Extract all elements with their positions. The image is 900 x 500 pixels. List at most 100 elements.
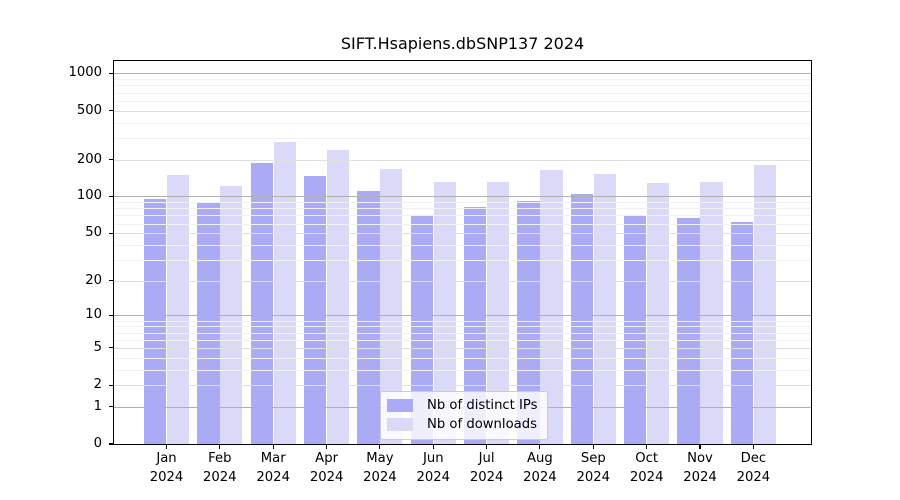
y-tick-100	[109, 195, 114, 197]
bar-nb-of-distinct-ips-feb	[197, 202, 220, 444]
plot-area: Nb of distinct IPs Nb of downloads 0 1 2 5 1…	[68, 60, 812, 485]
gridline-5	[114, 347, 811, 349]
x-axis-tick-label: May 2024	[363, 451, 397, 485]
gridline-600	[114, 100, 811, 102]
y-tick-1	[109, 406, 114, 408]
bar-nb-of-downloads-may	[380, 169, 403, 444]
y-axis-tick-label: 20	[85, 272, 102, 288]
gridline-800	[114, 85, 811, 87]
gridline-2	[114, 385, 811, 387]
bar-nb-of-downloads-oct	[647, 183, 670, 444]
x-tick-jul	[486, 444, 488, 449]
gridline-500	[114, 110, 811, 112]
gridline-6	[114, 339, 811, 341]
gridline-3	[114, 369, 811, 371]
x-axis-tick-label: Apr 2024	[309, 451, 344, 485]
y-tick-2	[109, 384, 114, 386]
y-axis-tick-label: 1000	[68, 65, 102, 81]
bar-nb-of-downloads-jul	[486, 181, 510, 444]
x-axis-tick-label: Feb 2024	[203, 451, 237, 485]
legend-swatch-downloads	[387, 418, 413, 431]
gridline-60	[114, 223, 811, 225]
x-tick-dec	[752, 444, 754, 449]
bar-nb-of-downloads-aug	[540, 169, 563, 444]
bar-nb-of-downloads-jun	[433, 181, 456, 444]
x-tick-jun	[432, 444, 434, 449]
gridline-30	[114, 259, 811, 261]
gridline-300	[114, 137, 811, 139]
y-axis-tick-label: 500	[76, 102, 102, 118]
bar-nb-of-distinct-ips-mar	[250, 162, 273, 444]
gridline-400	[114, 122, 811, 124]
gridline-40	[114, 244, 811, 246]
x-axis-tick-label: Mar 2024	[256, 451, 290, 485]
x-axis-tick-label: Nov 2024	[683, 451, 717, 485]
x-tick-sep	[592, 444, 594, 449]
x-tick-oct	[646, 444, 648, 449]
y-axis-tick-label: 10	[85, 307, 102, 323]
y-axis-tick-label: 1	[93, 398, 102, 414]
bar-nb-of-distinct-ips-oct	[624, 216, 647, 444]
gridline-7	[114, 332, 811, 334]
y-axis-tick-label: 5	[93, 339, 102, 355]
bar-nb-of-downloads-apr	[326, 150, 350, 444]
legend-swatch-distinct-ips	[387, 399, 413, 412]
legend: Nb of distinct IPs Nb of downloads	[380, 391, 548, 440]
gridline-900	[114, 79, 811, 80]
x-tick-may	[379, 444, 381, 449]
gridline-200	[114, 159, 811, 161]
x-tick-jan	[165, 444, 168, 449]
y-axis-tick-label: 100	[76, 188, 102, 204]
gridline-20	[114, 280, 811, 282]
x-axis-tick-label: Sep 2024	[576, 451, 611, 485]
y-tick-5	[109, 347, 114, 349]
y-axis-tick-label: 0	[93, 436, 102, 451]
y-axis-tick-label: 200	[76, 151, 102, 167]
x-tick-apr	[326, 444, 328, 449]
bar-nb-of-downloads-dec	[753, 165, 776, 444]
y-tick-500	[109, 109, 114, 112]
gridline-100	[114, 196, 811, 198]
bar-nb-of-distinct-ips-jul	[464, 207, 487, 444]
y-axis-tick-label: 50	[85, 225, 102, 241]
bar-nb-of-distinct-ips-may	[357, 191, 380, 444]
bar-nb-of-downloads-mar	[273, 141, 296, 444]
bar-nb-of-downloads-sep	[593, 173, 616, 444]
bar-nb-of-distinct-ips-jun	[410, 215, 433, 444]
y-tick-20	[109, 280, 114, 282]
bar-nb-of-downloads-nov	[700, 181, 723, 444]
bar-nb-of-distinct-ips-aug	[517, 200, 540, 444]
x-axis-tick-label: Aug 2024	[523, 451, 557, 485]
gridline-8	[114, 326, 811, 328]
y-tick-1000	[109, 72, 114, 74]
x-axis-tick-label: Oct 2024	[629, 451, 664, 485]
gridline-90	[114, 202, 811, 203]
y-tick-50	[109, 232, 114, 234]
y-tick-200	[109, 158, 114, 161]
gridline-700	[114, 92, 811, 94]
legend-label-downloads: Nb of downloads	[427, 417, 537, 432]
x-axis-tick-label: Jan 2024	[149, 451, 184, 485]
y-tick-10	[109, 314, 114, 316]
x-tick-feb	[219, 444, 221, 449]
gridline-4	[114, 357, 811, 359]
legend-item-distinct-ips: Nb of distinct IPs	[387, 397, 539, 414]
legend-label-distinct-ips: Nb of distinct IPs	[427, 398, 538, 413]
bar-nb-of-downloads-jan	[166, 174, 190, 444]
x-tick-nov	[699, 444, 701, 449]
bar-nb-of-downloads-feb	[220, 185, 243, 444]
bar-nb-of-distinct-ips-sep	[570, 193, 593, 444]
bar-nb-of-distinct-ips-nov	[677, 217, 700, 444]
bar-nb-of-distinct-ips-apr	[304, 175, 327, 444]
legend-item-downloads: Nb of downloads	[387, 416, 539, 433]
x-axis-tick-label: Jul 2024	[469, 451, 504, 485]
x-axis-tick-label: Jun 2024	[416, 451, 451, 485]
gridline-50	[114, 233, 811, 235]
y-axis-tick-label: 2	[93, 377, 102, 393]
x-axis-tick-label: Dec 2024	[736, 451, 771, 485]
gridline-70	[114, 215, 811, 217]
chart-title: SIFT.Hsapiens.dbSNP137 2024	[340, 34, 585, 53]
x-tick-mar	[272, 444, 274, 449]
x-tick-aug	[539, 444, 541, 449]
